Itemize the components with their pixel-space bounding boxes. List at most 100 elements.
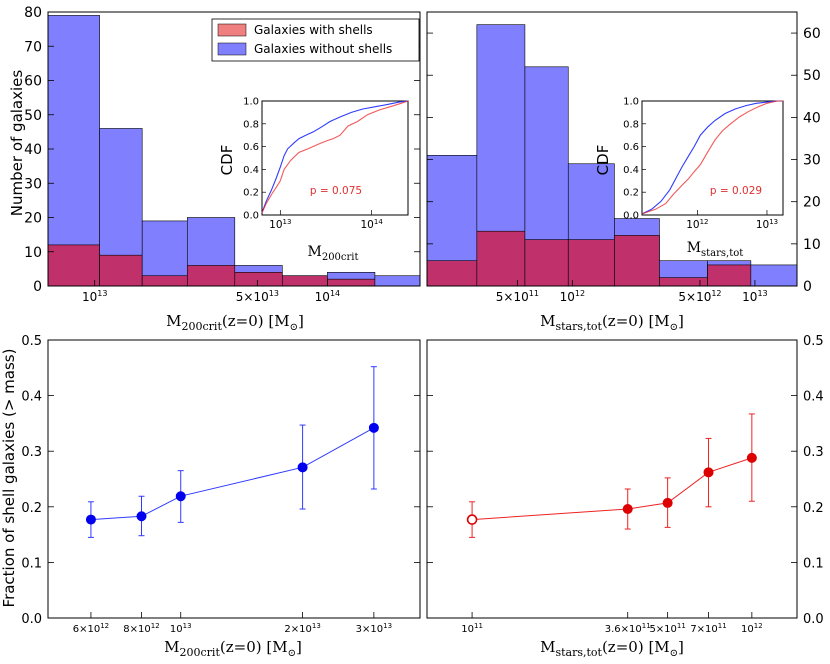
frac-right-xlabel-sub: stars,tot [555,646,602,659]
frac_left-xtick-label-1: 8×1012 [123,622,159,635]
hist_right-bar-with-2 [525,240,568,286]
frac_right-xtick-label-0-exp: 11 [474,622,483,630]
cdf-right-pvalue: p = 0.029 [710,185,762,197]
frac_left-point-2 [176,492,185,501]
frac-left-xlabel-main: M [164,638,179,656]
cdf-left-inset: 0.00.20.40.60.81.01013 1014 [243,97,408,232]
cdf_left-xtick-label-0-exp: 13 [283,218,292,226]
hist-right-xlabel-sun: ⊙ [670,322,678,333]
frac_left-xtick-label-3-exp: 13 [312,622,321,630]
cdf-left-ylabel: CDF [218,145,236,176]
frac_right-xtick-label-0: 1011 [461,622,483,635]
hist_right-xtick-label-3-exp: 13 [757,289,767,298]
frac_right-xtick-label-3-base: 7×10 [690,624,717,635]
cdf_right-xtick-label-1-exp: 13 [769,218,778,226]
frac_left-xtick-label-0-base: 6×10 [73,624,100,635]
hist-right-xlabel: Mstars,tot(z=0) [M⊙] [540,312,684,333]
frac_right-point-3 [704,468,713,477]
cdf-left-xlabel: M200crit [307,244,358,263]
hist_left-xtick-label-0: 1013 [82,289,107,304]
frac_right-xtick-label-2-exp: 11 [677,622,686,630]
frac_right-ytick-label-5: 0.5 [803,334,824,349]
hist_left-ytick-label-2: 20 [24,211,42,227]
hist_left-bar-with-3 [187,265,234,286]
hist-left-xlabel-sub: 200crit [182,320,223,333]
hist_right-xtick-label-0-exp: 11 [529,289,539,298]
hist_left-bar-with-6 [327,279,374,286]
frac_right-xtick-label-4: 1012 [741,622,763,635]
cdf_right-xtick-label-0: 1012 [686,218,708,231]
frac_right-xtick-label-4-base: 10 [741,624,754,635]
cdf-right-xlabel-main: M [687,240,701,256]
legend-swatch-with-shells [218,24,246,36]
hist_right-xtick-label-2-base: 5×10 [678,290,711,304]
frac-right-xlabel-tail: (z=0) [M [602,638,670,656]
hist_right-ytick-label-6: 60 [803,26,821,42]
cdf_right-ytick-label-4: 0.8 [623,119,639,130]
hist-left-xlabel-close: ] [298,312,304,330]
hist-right-xlabel-close: ] [678,312,684,330]
cdf_right-xtick-label-0-exp: 12 [700,218,709,226]
frac_right-xtick-label-1-base: 3.6×10 [605,624,642,635]
frac_left-xtick-label-3: 2×1013 [284,622,320,635]
frac_right-frame [427,340,797,618]
hist_right-xtick-label-1: 1012 [560,289,585,304]
frac-left-xlabel-sun: ⊙ [288,648,296,659]
cdf_left-ytick-label-0: 0.0 [243,211,259,222]
frac_right-point-4 [747,453,756,462]
hist_left-ytick-label-5: 50 [24,108,42,124]
hist_right-bar-without-7 [751,265,797,286]
hist_left-xtick-label-2-exp: 14 [330,289,340,298]
frac_left-xtick-label-4-base: 3×10 [356,624,383,635]
hist_right-ytick-label-5: 50 [803,68,821,84]
cdf_left-ytick-label-2: 0.4 [243,165,259,176]
hist_left-xtick-label-1-base: 5×10 [236,290,269,304]
cdf-right-xlabel: Mstars,tot [687,240,744,259]
hist_right-bar-with-1 [477,231,525,286]
cdf_left-xtick-label-0-base: 10 [269,219,282,231]
frac_right-xtick-label-0-base: 10 [461,624,474,635]
hist_left-ytick-label-0: 0 [33,279,42,295]
frac-right-xlabel-sun: ⊙ [670,648,678,659]
cdf-right-inset: 0.00.20.40.60.81.01012 1013 [623,97,783,232]
frac-right-xlabel-main: M [540,638,555,656]
hist_left-xtick-label-1-exp: 13 [269,289,279,298]
frac-left-xlabel-close: ] [296,638,302,656]
hist_right-xtick-label-3-base: 10 [742,290,757,304]
hist_right-ytick-label-1: 10 [803,237,821,253]
cdf_left-xtick-label-1-exp: 14 [374,218,383,226]
hist_left-ytick-label-7: 70 [24,39,42,55]
cdf-left-pvalue: p = 0.075 [310,185,362,197]
cdf_right-xtick-label-1: 1013 [756,218,778,231]
frac_left-ytick-label-3: 0.3 [21,445,42,460]
cdf_right-ytick-label-1: 0.2 [623,188,639,199]
cdf_right-ytick-label-3: 0.6 [623,142,639,153]
hist_right-xtick-label-1-base: 10 [560,290,575,304]
hist_left-xtick-label-2-base: 10 [315,290,330,304]
hist_left-bar-with-0 [48,245,100,286]
cdf-right-xlabel-sub: stars,tot [701,248,743,259]
cdf_right-ytick-label-2: 0.4 [623,165,639,176]
hist_left-bar-with-1 [100,255,143,286]
legend-label-without-shells: Galaxies without shells [254,42,392,56]
hist_right-ytick-label-3: 30 [803,153,821,169]
frac_left-frame [48,340,420,618]
hist_right-xtick-label-0-base: 5×10 [496,290,529,304]
legend: Galaxies with shells Galaxies without sh… [212,19,419,61]
hist-left-xlabel-main: M [166,312,181,330]
cdf-right-ylabel: CDF [594,145,612,176]
frac_right-xtick-label-2: 5×1011 [649,622,685,635]
hist-left-xlabel-tail: (z=0) [M [222,312,290,330]
cdf_left-ytick-label-5: 1.0 [243,97,259,108]
hist_left-ytick-label-8: 80 [24,5,42,21]
frac-ylabel: Fraction of shell galaxies (> mass) [0,349,18,608]
hist_right-bar-with-4 [614,235,659,286]
frac_left-ytick-label-4: 0.4 [21,390,42,405]
cdf_left-xtick-label-1: 1014 [361,218,384,231]
frac_left-xtick-label-4: 3×1013 [356,622,392,635]
frac_right-xtick-label-3-exp: 11 [718,622,727,630]
hist_left-ytick-label-3: 30 [24,176,42,192]
frac_right-ytick-label-2: 0.2 [803,501,824,516]
hist_right-bar-with-3 [568,240,614,286]
frac_left-xtick-label-3-base: 2×10 [284,624,311,635]
